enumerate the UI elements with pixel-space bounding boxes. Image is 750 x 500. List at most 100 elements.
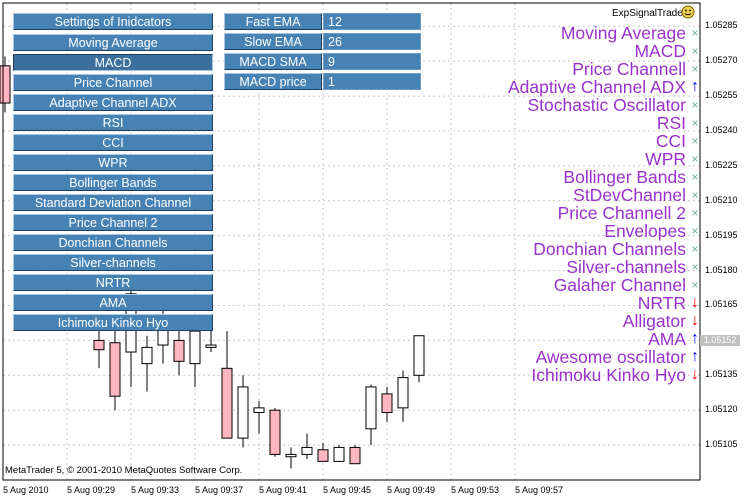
signal-row: CCI × (656, 132, 699, 150)
price-tick-label: 1.05240 (705, 124, 738, 135)
candle-body (317, 449, 329, 462)
no-signal-cross-icon: × (691, 62, 699, 76)
candle (237, 375, 249, 448)
time-tick-label: 5 Aug 09:37 (195, 485, 244, 495)
ea-smiley-icon[interactable] (681, 5, 695, 19)
signal-label: Envelopes (604, 221, 686, 241)
no-signal-cross-icon: × (691, 44, 699, 58)
no-signal-cross-icon: × (691, 152, 699, 166)
indicator-button[interactable]: MACD (13, 54, 213, 71)
signal-label: Ichimoku Kinko Hyo (531, 365, 686, 385)
candle-body (93, 339, 105, 351)
indicator-button[interactable]: CCI (13, 134, 213, 151)
param-value-field[interactable]: 1 (323, 73, 421, 90)
indicator-button[interactable]: Adaptive Channel ADX (13, 94, 213, 111)
signal-row: Bollinger Bands × (563, 168, 698, 186)
param-label: MACD price (224, 73, 322, 90)
indicator-button[interactable]: WPR (13, 154, 213, 171)
no-signal-cross-icon: × (691, 26, 699, 40)
param-label: Fast EMA (224, 13, 322, 30)
indicator-button[interactable]: Price Channel 2 (13, 214, 213, 231)
price-tick-label: 1.05165 (705, 299, 738, 310)
signal-label: Awesome oscillator (535, 347, 686, 367)
indicator-button[interactable]: Standard Deviation Channel (13, 194, 213, 211)
indicator-button[interactable]: Bollinger Bands (13, 174, 213, 191)
price-tick-label: 1.05255 (705, 90, 738, 101)
candle (253, 400, 265, 434)
time-tick-label: 5 Aug 09:29 (67, 485, 116, 495)
param-value-field[interactable]: 9 (323, 53, 421, 70)
param-value-field[interactable]: 26 (323, 33, 421, 50)
candle-body (333, 446, 345, 462)
price-tick-label: 1.05180 (705, 264, 738, 275)
time-tick-label: 5 Aug 09:33 (131, 485, 180, 495)
signal-row: RSI × (657, 114, 699, 132)
time-tick-label: 5 Aug 09:53 (451, 485, 500, 495)
no-signal-cross-icon: × (691, 278, 699, 292)
candle (301, 433, 313, 460)
signal-row: Price Channell 2 × (557, 203, 699, 223)
chart-frame (2, 2, 701, 481)
signal-row: Awesome oscillator ↑ (535, 347, 699, 367)
candle-body (205, 344, 217, 348)
indicator-button[interactable]: Donchian Channels (13, 234, 213, 251)
no-signal-cross-icon: × (691, 260, 699, 274)
signal-label: Alligator (622, 311, 686, 331)
candle (397, 370, 409, 422)
param-value-field[interactable]: 12 (323, 13, 421, 30)
indicator-button[interactable]: Price Channel (13, 74, 213, 91)
time-tick-label: 5 Aug 09:45 (323, 485, 372, 495)
signal-row: StDevChannel × (573, 185, 698, 205)
signal-label: Price Channell 2 (557, 203, 686, 223)
candle (381, 386, 393, 422)
signal-row: WPR × (645, 150, 698, 168)
no-signal-cross-icon: × (691, 206, 699, 220)
candle (349, 445, 361, 465)
param-label: MACD SMA (224, 53, 322, 70)
price-tick-label: 1.05135 (705, 369, 738, 380)
indicator-button[interactable]: Ichimoku Kinko Hyo (13, 314, 213, 331)
candle (365, 384, 377, 446)
candle (333, 445, 345, 462)
candle (413, 335, 425, 383)
candle-body (413, 335, 425, 376)
indicator-button[interactable]: Moving Average (13, 34, 213, 51)
arrow-up-icon: ↑ (691, 330, 699, 347)
price-tick-label: 1.05210 (705, 194, 738, 205)
candle-body (189, 330, 201, 365)
candle-body (301, 446, 313, 455)
price-tick-label: 1.05270 (705, 55, 738, 66)
signal-row: Alligator ↓ (622, 311, 699, 331)
signal-label: StDevChannel (573, 185, 686, 205)
param-label: Slow EMA (224, 33, 322, 50)
candle-body (397, 377, 409, 409)
indicator-button[interactable]: NRTR (13, 274, 213, 291)
time-tick-label: 5 Aug 09:57 (515, 485, 564, 495)
signal-label: Stochastic Oscillator (527, 95, 686, 115)
arrow-down-icon: ↓ (691, 294, 699, 311)
time-tick-label: 5 Aug 2010 (3, 485, 49, 495)
no-signal-cross-icon: × (691, 98, 699, 112)
signal-label: MACD (634, 41, 686, 61)
no-signal-cross-icon: × (691, 224, 699, 238)
current-price-label: 1.05152 (700, 335, 740, 346)
candle-body (109, 342, 121, 397)
copyright-text: MetaTrader 5, © 2001-2010 MetaQuotes Sof… (5, 465, 243, 476)
signal-label: Price Channell (572, 59, 686, 79)
arrow-down-icon: ↓ (691, 312, 699, 329)
candle-body (0, 65, 11, 104)
price-tick-label: 1.05105 (705, 439, 738, 450)
arrow-up-icon: ↑ (691, 78, 699, 95)
signal-row: MACD × (634, 41, 698, 61)
signal-label: Galaher Channel (553, 275, 686, 295)
candle-body (381, 393, 393, 414)
signal-row: Adaptive Channel ADX ↑ (508, 78, 699, 96)
indicator-panel-header[interactable]: Settings of Inidcators (13, 13, 213, 30)
signal-row: Galaher Channel × (553, 275, 699, 295)
no-signal-cross-icon: × (691, 134, 699, 148)
indicator-button[interactable]: AMA (13, 294, 213, 311)
candle (109, 317, 121, 411)
indicator-button[interactable]: RSI (13, 114, 213, 131)
indicator-button[interactable]: Silver-channels (13, 254, 213, 271)
price-tick-label: 1.05120 (705, 404, 738, 415)
